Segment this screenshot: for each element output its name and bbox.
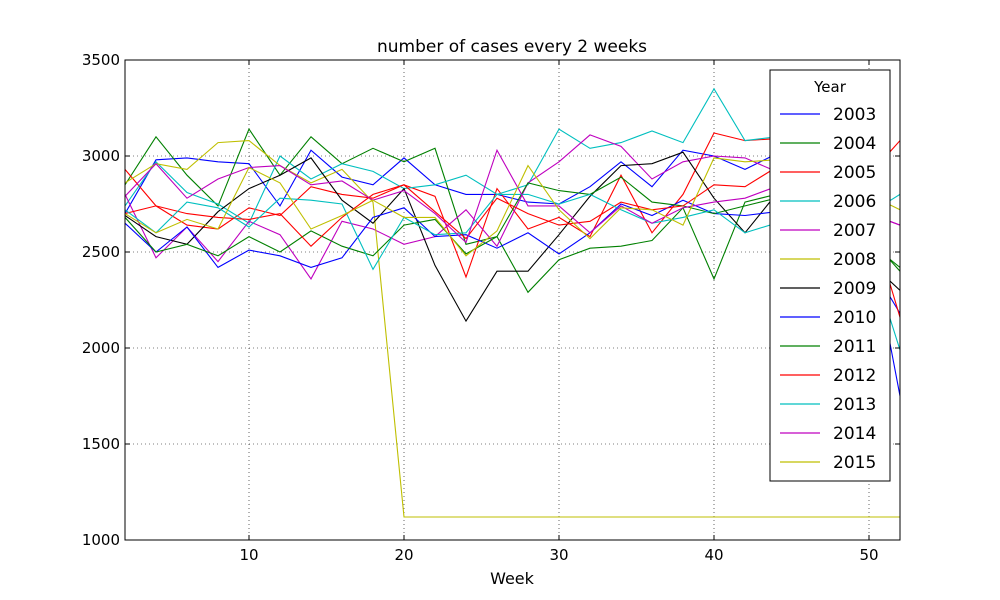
y-tick-label: 2500 xyxy=(82,243,120,261)
x-tick-label: 40 xyxy=(704,546,723,564)
grid-lines xyxy=(125,59,900,541)
plot-frame xyxy=(124,59,901,541)
legend-label-2008: 2008 xyxy=(833,250,876,270)
x-tick-label: 50 xyxy=(859,546,878,564)
x-tick-label: 10 xyxy=(239,546,258,564)
legend-label-2006: 2006 xyxy=(833,192,876,212)
legend-label-2013: 2013 xyxy=(833,395,876,415)
y-tick-label: 1000 xyxy=(82,531,120,549)
axis-ticks: 10 20 30 40 50 1000 1500 2000 2500 3000 3500 xyxy=(82,51,900,564)
legend-label-2012: 2012 xyxy=(833,366,876,386)
legend-box xyxy=(769,69,891,482)
legend-label-2010: 2010 xyxy=(833,308,876,328)
legend-label-2007: 2007 xyxy=(833,221,876,241)
legend-title: Year xyxy=(813,78,847,96)
series-line-2008 xyxy=(125,140,900,518)
x-axis-label: Week xyxy=(490,569,535,588)
y-tick-label: 2000 xyxy=(82,339,120,357)
y-tick-label: 1500 xyxy=(82,435,120,453)
chart-title: number of cases every 2 weeks xyxy=(377,37,647,57)
legend-label-2003: 2003 xyxy=(833,105,876,125)
legend: Year 2003 2004 2005 2006 2007 2008 2009 2010 201… xyxy=(769,69,891,482)
x-tick-label: 30 xyxy=(549,546,568,564)
legend-label-2004: 2004 xyxy=(833,134,876,154)
x-tick-label: 20 xyxy=(394,546,413,564)
legend-label-2005: 2005 xyxy=(833,163,876,183)
legend-label-2011: 2011 xyxy=(833,337,876,357)
y-tick-label: 3000 xyxy=(82,147,120,165)
y-tick-label: 3500 xyxy=(82,51,120,69)
legend-label-2009: 2009 xyxy=(833,279,876,299)
legend-label-2015: 2015 xyxy=(833,453,876,473)
legend-label-2014: 2014 xyxy=(833,424,876,444)
